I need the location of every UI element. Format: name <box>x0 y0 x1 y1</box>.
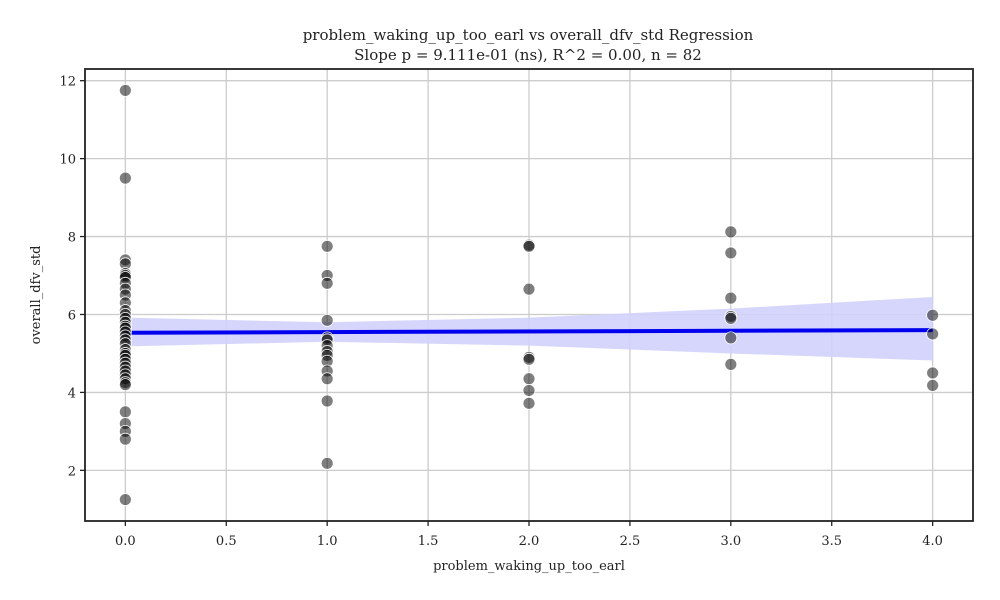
y-tick-label: 12 <box>59 75 76 90</box>
scatter-point <box>522 372 536 386</box>
axis-ticks: 0.0 0.5 1.0 1.5 2.0 2.5 3.0 3.5 4.0 2 4 6 8 10 12 <box>59 75 943 549</box>
x-tick-label: 0.0 <box>115 534 136 549</box>
x-tick-label: 1.0 <box>317 534 338 549</box>
x-axis-label: problem_waking_up_too_earl <box>433 559 625 574</box>
y-tick-label: 6 <box>68 308 76 323</box>
x-tick-label: 2.0 <box>519 534 540 549</box>
scatter-point <box>320 394 334 408</box>
scatter-point <box>522 384 536 397</box>
x-tick-label: 3.0 <box>720 534 741 549</box>
x-tick-label: 1.5 <box>418 534 439 549</box>
scatter-point <box>522 352 536 366</box>
scatter-point <box>320 276 334 290</box>
scatter-point <box>724 357 738 371</box>
scatter-points <box>118 84 940 506</box>
x-tick-label: 3.5 <box>821 534 842 549</box>
y-tick-label: 2 <box>68 464 76 479</box>
scatter-point <box>522 396 536 410</box>
chart-title: problem_waking_up_too_earl vs overall_df… <box>303 26 754 44</box>
y-axis-label: overall_dfv_std <box>29 246 44 345</box>
scatter-point <box>118 405 132 419</box>
scatter-point <box>724 225 738 239</box>
scatter-point <box>320 313 334 327</box>
x-tick-label: 2.5 <box>620 534 641 549</box>
scatter-point <box>118 171 132 185</box>
scatter-point <box>118 493 132 506</box>
scatter-point <box>724 331 738 345</box>
scatter-point <box>118 378 132 392</box>
y-tick-label: 8 <box>68 231 76 246</box>
grid <box>85 69 973 521</box>
scatter-point <box>320 372 334 386</box>
regression-line-layer <box>125 328 933 335</box>
scatter-point <box>724 246 738 260</box>
scatter-point <box>522 239 536 253</box>
regression-line <box>125 328 933 335</box>
scatter-point <box>118 432 132 446</box>
y-tick-label: 10 <box>59 153 76 168</box>
scatter-point <box>724 291 738 305</box>
chart-subtitle: Slope p = 9.111e-01 (ns), R^2 = 0.00, n … <box>354 46 702 64</box>
scatter-point <box>926 366 940 380</box>
scatter-point <box>522 282 536 296</box>
scatter-point <box>320 239 334 253</box>
x-tick-label: 0.5 <box>216 534 237 549</box>
x-tick-label: 4.0 <box>922 534 943 549</box>
scatter-point <box>926 378 940 392</box>
y-tick-label: 4 <box>68 386 76 401</box>
scatter-point <box>926 327 940 341</box>
scatter-point <box>724 311 738 325</box>
scatter-point <box>926 308 940 322</box>
scatter-point <box>320 456 334 470</box>
scatter-point <box>118 84 132 97</box>
